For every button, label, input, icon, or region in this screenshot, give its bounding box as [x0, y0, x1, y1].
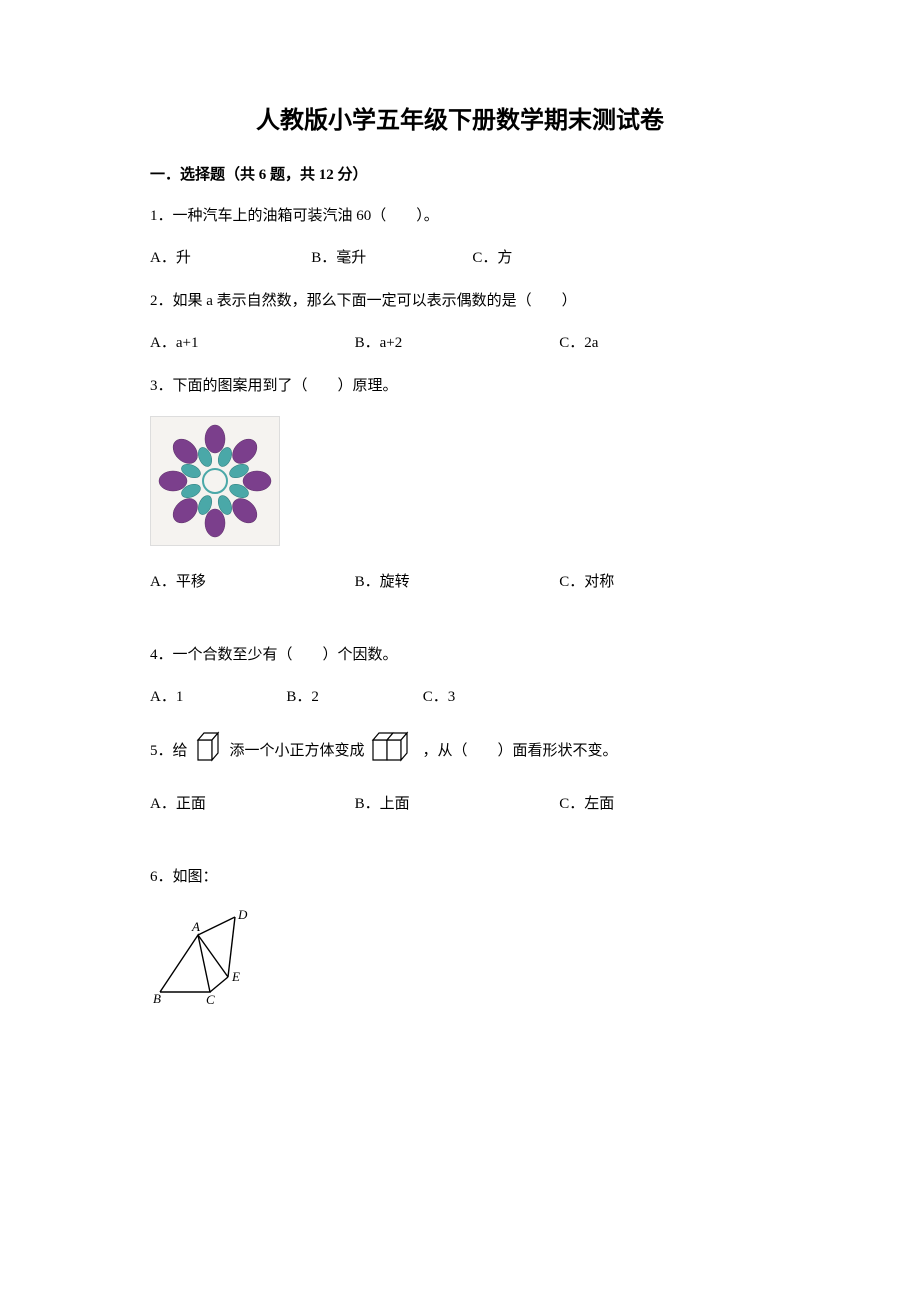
triangle-diagram-icon: A B C D E: [150, 907, 270, 1007]
q5-optA: A．正面: [150, 792, 355, 813]
q2-optA: A．a+1: [150, 331, 355, 352]
q1-optA: A．升: [150, 246, 311, 267]
q3-optA: A．平移: [150, 570, 355, 591]
q5-suffix: ，从（ ）面看形状不变。: [423, 739, 618, 763]
label-A: A: [191, 919, 200, 934]
page-title: 人教版小学五年级下册数学期末测试卷: [150, 100, 770, 135]
q1-optB: B．毫升: [311, 246, 472, 267]
q4-optB: B．2: [286, 685, 422, 706]
q5-mid: 添一个小正方体变成: [230, 739, 365, 763]
section-header: 一．选择题（共 6 题，共 12 分）: [150, 163, 770, 184]
label-E: E: [231, 969, 240, 984]
q4-optA: A．1: [150, 685, 286, 706]
q6-text: 6．如图：: [150, 865, 770, 889]
rosette-icon: [155, 421, 275, 541]
q4-optC: C．3: [423, 685, 559, 706]
q1-optC: C．方: [472, 246, 633, 267]
q5-prefix: 5．给: [150, 739, 188, 763]
q5-options: A．正面 B．上面 C．左面: [150, 792, 770, 813]
q3-text: 3．下面的图案用到了（ ）原理。: [150, 374, 770, 398]
q2-optC: C．2a: [559, 331, 764, 352]
q1-options: A．升 B．毫升 C．方: [150, 246, 770, 267]
q2-optB: B．a+2: [355, 331, 560, 352]
label-B: B: [153, 991, 161, 1006]
q5-cube2: [367, 728, 421, 774]
label-C: C: [206, 992, 215, 1007]
q3-image: [150, 416, 770, 546]
q3-options: A．平移 B．旋转 C．对称: [150, 570, 770, 591]
q2-text: 2．如果 a 表示自然数，那么下面一定可以表示偶数的是（ ）: [150, 289, 770, 313]
q6-figure: A B C D E: [150, 907, 270, 1007]
single-cube-icon: [190, 728, 228, 766]
q4-options: A．1 B．2 C．3: [150, 685, 770, 706]
q5-optC: C．左面: [559, 792, 764, 813]
label-D: D: [237, 907, 248, 922]
q5-optB: B．上面: [355, 792, 560, 813]
q5-text: 5．给 添一个小正方体变成 ，从（ ）面看形状不变。: [150, 728, 770, 774]
q3-optB: B．旋转: [355, 570, 560, 591]
q2-options: A．a+1 B．a+2 C．2a: [150, 331, 770, 352]
q5-cube1: [190, 728, 228, 774]
q3-optC: C．对称: [559, 570, 764, 591]
q4-text: 4．一个合数至少有（ ）个因数。: [150, 643, 770, 667]
rosette-pattern: [150, 416, 280, 546]
double-cube-icon: [367, 728, 421, 766]
q1-text: 1．一种汽车上的油箱可装汽油 60（ ）。: [150, 204, 770, 228]
